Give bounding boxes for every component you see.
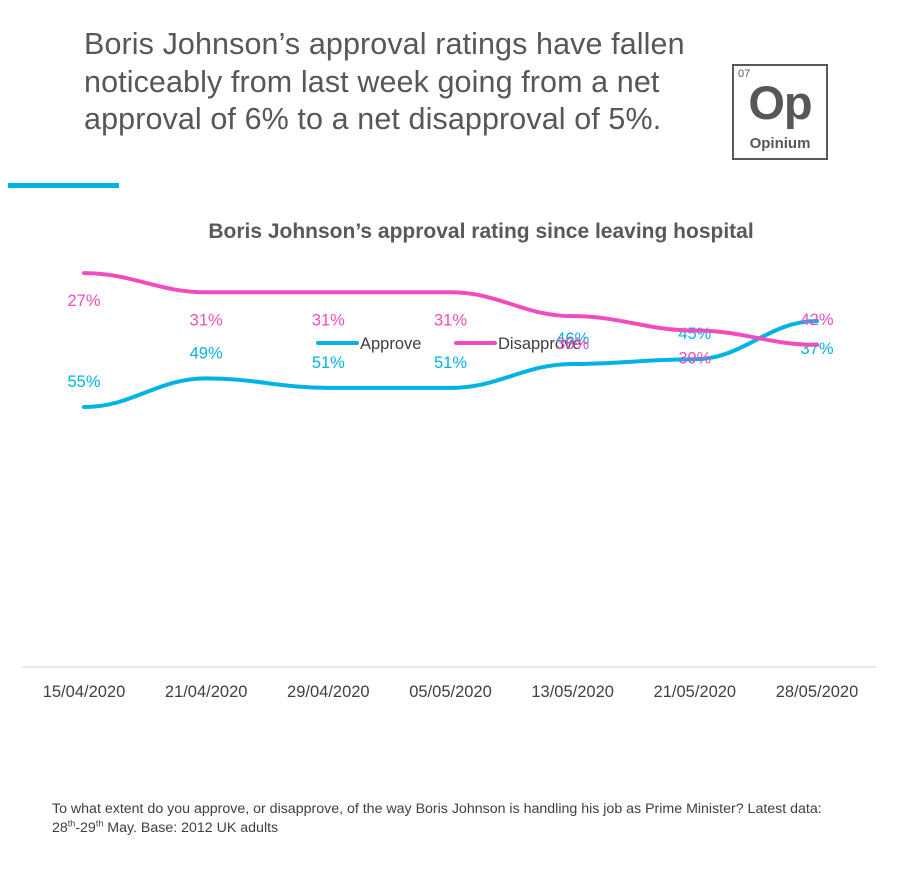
approve-data-label: 51%	[312, 354, 345, 372]
approve-data-label: 46%	[556, 330, 589, 348]
logo-number: 07	[738, 68, 751, 80]
x-tick-label: 13/05/2020	[531, 683, 614, 701]
legend-label-approve: Approve	[360, 335, 421, 353]
approve-data-label: 55%	[67, 373, 100, 391]
footnote-text-2: -29	[75, 820, 96, 836]
chart-legend: Approve Disapprove	[316, 335, 581, 353]
disapprove-data-label: 27%	[67, 292, 100, 310]
approve-data-label: 49%	[190, 344, 223, 362]
disapprove-data-label: 31%	[312, 311, 345, 329]
x-tick-label: 15/04/2020	[43, 683, 126, 701]
footnote-sup-2: th	[95, 818, 104, 829]
opinium-logo: 07 Op Opinium	[732, 64, 828, 160]
approve-data-label: 51%	[434, 354, 467, 372]
legend-label-disapprove: Disapprove	[498, 335, 581, 353]
series-layer: 55%49%51% 51%46% 45%37%27%31% 31% 31%36%39%4…	[67, 271, 834, 409]
disapprove-data-label: 42%	[800, 311, 833, 329]
logo-symbol: Op	[748, 76, 812, 129]
footnote: To what extent do you approve, or disapp…	[52, 800, 852, 838]
footnote-sup-1: th	[67, 818, 76, 829]
approve-data-label: 45%	[678, 325, 711, 343]
x-tick-label: 21/04/2020	[165, 683, 248, 701]
disapprove-data-label: 39%	[678, 350, 711, 368]
logo-name: Opinium	[749, 135, 811, 152]
x-tick-label: 29/04/2020	[287, 683, 370, 701]
x-tick-label: 28/05/2020	[776, 683, 859, 701]
footnote-text-3: May. Base: 2012 UK adults	[103, 820, 279, 836]
x-tick-label: 21/05/2020	[654, 683, 737, 701]
x-axis-tick-labels: 15/04/2020 21/04/2020 29/04/2020 05/05/2020…	[43, 683, 859, 701]
footnote-text-1: To what extent do you approve, or disapp…	[52, 801, 822, 836]
chart-title: Boris Johnson’s approval rating since le…	[208, 220, 753, 243]
disapprove-data-label: 31%	[190, 311, 223, 329]
accent-line	[8, 183, 119, 188]
disapprove-data-label: 36%	[556, 335, 589, 353]
headline: Boris Johnson’s approval ratings have fa…	[84, 27, 685, 136]
disapprove-data-label: 31%	[434, 311, 467, 329]
x-tick-label: 05/05/2020	[409, 683, 492, 701]
